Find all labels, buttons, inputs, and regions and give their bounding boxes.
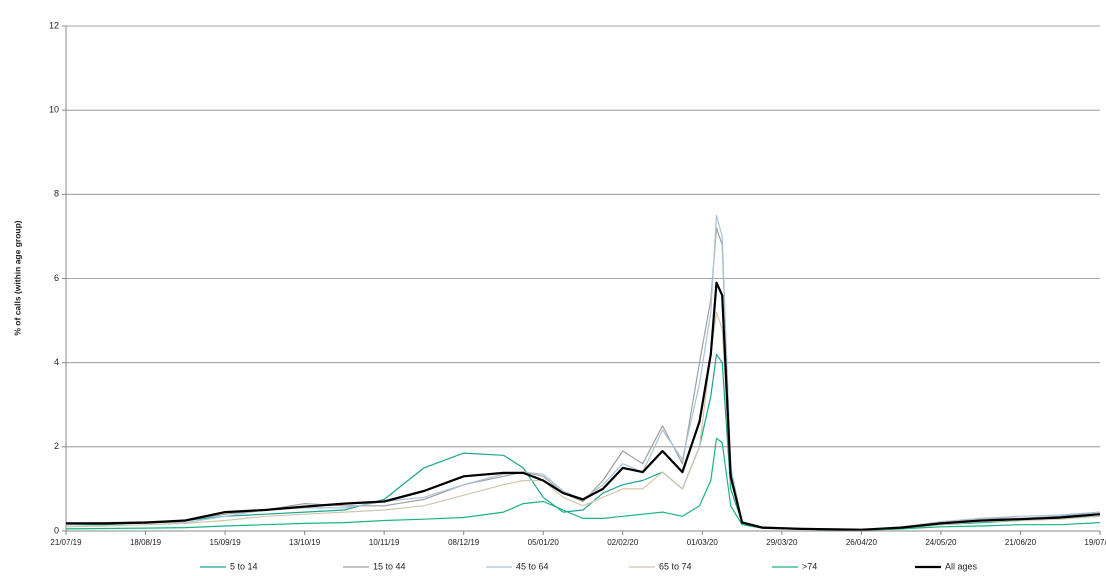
x-tick-label: 21/07/19 — [50, 538, 82, 547]
series-line — [66, 353, 1101, 531]
legend-label: 5 to 14 — [230, 561, 258, 571]
x-tick-label: 08/12/19 — [448, 538, 480, 547]
legend-label: 65 to 74 — [659, 561, 692, 571]
x-tick-label: 26/04/20 — [846, 538, 878, 547]
x-tick-label: 01/03/20 — [687, 538, 719, 547]
y-axis-label: % of calls (within age group) — [12, 220, 22, 335]
series-line — [65, 227, 1101, 531]
y-tick-label: 10 — [49, 105, 59, 115]
y-tick-label: 4 — [54, 357, 59, 367]
series-line — [66, 281, 1101, 531]
x-tick-label: 13/10/19 — [289, 538, 321, 547]
x-tick-label: 29/03/20 — [766, 538, 798, 547]
legend-label: >74 — [802, 561, 817, 571]
x-tick-label: 24/05/20 — [925, 538, 957, 547]
y-tick-label: 2 — [54, 441, 59, 451]
y-tick-label: 6 — [54, 273, 59, 283]
x-tick-label: 18/08/19 — [130, 538, 162, 547]
x-tick-label: 02/02/20 — [607, 538, 639, 547]
x-tick-label: 05/01/20 — [528, 538, 560, 547]
y-tick-label: 12 — [49, 20, 59, 30]
series-line — [65, 214, 1101, 531]
x-tick-label: 15/09/19 — [210, 538, 242, 547]
x-tick-label: 19/07/20 — [1084, 538, 1106, 547]
series-line — [65, 311, 1101, 531]
y-tick-label: 8 — [54, 189, 59, 199]
y-tick-label: 0 — [54, 525, 59, 535]
legend-label: 15 to 44 — [373, 561, 406, 571]
legend-label: All ages — [945, 561, 978, 571]
x-tick-label: 21/06/20 — [1005, 538, 1037, 547]
x-tick-label: 10/11/19 — [369, 538, 400, 547]
legend-label: 45 to 64 — [516, 561, 549, 571]
